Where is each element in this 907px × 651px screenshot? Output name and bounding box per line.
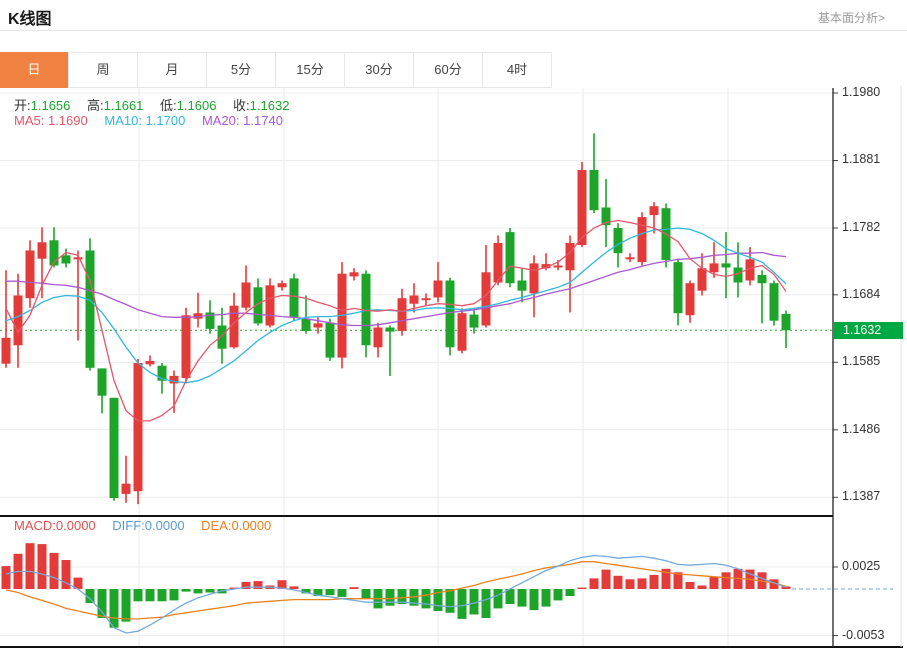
- price-axis-label: 1.1387: [842, 489, 881, 504]
- tab-月[interactable]: 月: [137, 52, 207, 88]
- open-label: 开:: [14, 98, 31, 113]
- macd-axis-label: -0.0053: [842, 627, 885, 642]
- ma20-label: MA20:: [201, 113, 240, 128]
- macd-axis-label: 0.0025: [842, 559, 881, 573]
- price-axis-label: 1.1782: [842, 219, 881, 234]
- low-label: 低:: [160, 98, 177, 113]
- low-value: 1.1606: [176, 98, 217, 113]
- macd-value: 0.0000: [55, 518, 96, 533]
- ma20-value: 1.1740: [243, 113, 283, 128]
- open-value: 1.1656: [30, 98, 71, 113]
- tab-30分[interactable]: 30分: [344, 52, 414, 88]
- tab-15分[interactable]: 15分: [275, 52, 345, 88]
- close-value: 1.1632: [249, 98, 290, 113]
- tab-周[interactable]: 周: [68, 52, 138, 88]
- high-label: 高:: [87, 98, 104, 113]
- high-value: 1.1661: [103, 98, 144, 113]
- price-axis-label: 1.1980: [842, 85, 881, 99]
- fundamental-analysis-link[interactable]: 基本面分析>: [817, 11, 885, 25]
- price-axis-label: 1.1684: [842, 286, 881, 301]
- diff-value: 0.0000: [144, 518, 185, 533]
- tab-日[interactable]: 日: [0, 52, 69, 88]
- dea-value: 0.0000: [231, 518, 272, 533]
- price-axis-label: 1.1486: [842, 421, 881, 436]
- price-axis-label: 1.1585: [842, 354, 881, 369]
- current-price-badge: 1.1632: [834, 321, 903, 339]
- ma10-value: 1.1700: [145, 113, 186, 128]
- ma5-value: 1.1690: [47, 113, 88, 128]
- ohlc-readout: 开:1.1656 高:1.1661 低:1.1606 收:1.1632: [14, 95, 302, 114]
- page-title: K线图: [8, 11, 52, 28]
- macd-label: MACD:: [14, 518, 56, 533]
- ma10-label: MA10:: [104, 113, 142, 128]
- timeframe-tabbar: 日周月 5分 15分 30分 60分 4时: [0, 52, 552, 88]
- ma5-label: MA5:: [14, 113, 45, 128]
- ma-readout: MA5: 1.1690 MA10: 1.1700 MA20: 1.1740: [14, 113, 296, 128]
- macd-readout: MACD:0.0000 DIFF:0.0000 DEA:0.0000: [14, 518, 284, 533]
- tab-60分[interactable]: 60分: [413, 52, 483, 88]
- dea-label: DEA:: [201, 518, 232, 533]
- tab-4时[interactable]: 4时: [482, 52, 552, 88]
- tab-5分[interactable]: 5分: [206, 52, 276, 88]
- header: K线图 基本面分析>: [0, 0, 907, 31]
- price-axis-label: 1.1881: [842, 152, 881, 167]
- diff-label: DIFF:: [112, 518, 145, 533]
- close-label: 收:: [233, 98, 250, 113]
